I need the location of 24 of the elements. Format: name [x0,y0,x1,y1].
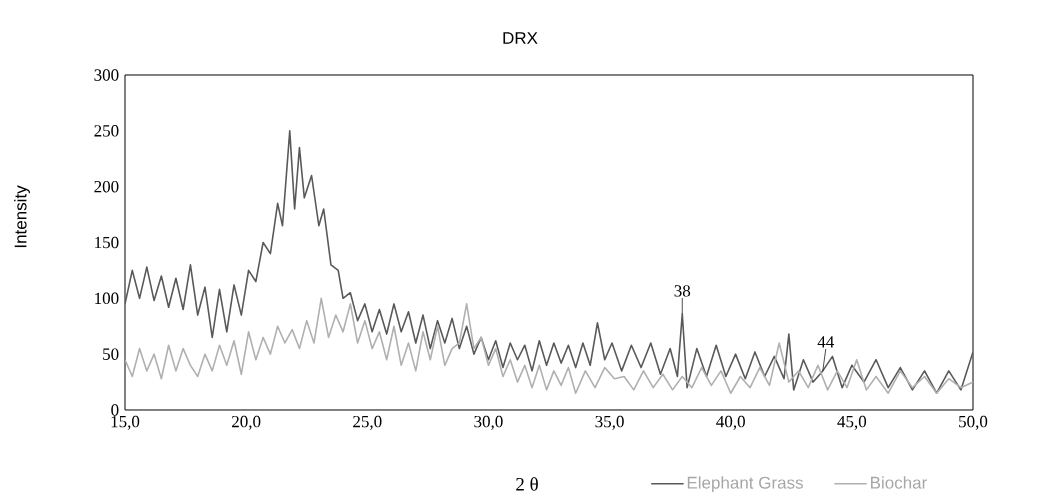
x-tick-label: 40,0 [716,415,745,430]
x-tick-label: 15,0 [111,415,140,430]
y-axis-title: Intensity [14,185,30,248]
x-axis-title: 2 θ [516,477,538,491]
x-tick-label: 50,0 [959,415,988,430]
x-tick-label: 20,0 [232,415,261,430]
x-tick-label: 25,0 [353,415,382,430]
line-series [125,297,973,395]
y-tick-label: 150 [95,236,119,249]
y-tick-label: 300 [94,69,119,81]
y-tick-label: 200 [94,180,119,193]
legend-label: Biochar [871,476,927,489]
annotation: 44 [817,336,835,348]
legend-label: Elephant Grass [687,476,803,493]
x-tick-label: 45,0 [837,415,867,430]
y-tick-label: 100 [95,292,119,305]
x-tick-label: 30,0 [474,415,503,430]
x-tick-label: 35,0 [595,415,624,430]
y-tick-label: 250 [94,125,119,137]
y-tick-label: 0 [111,404,119,416]
line-series [125,130,973,395]
annotation: 38 [674,285,691,297]
chart-title: DRX [503,32,538,44]
y-tick-label: 50 [103,348,119,360]
